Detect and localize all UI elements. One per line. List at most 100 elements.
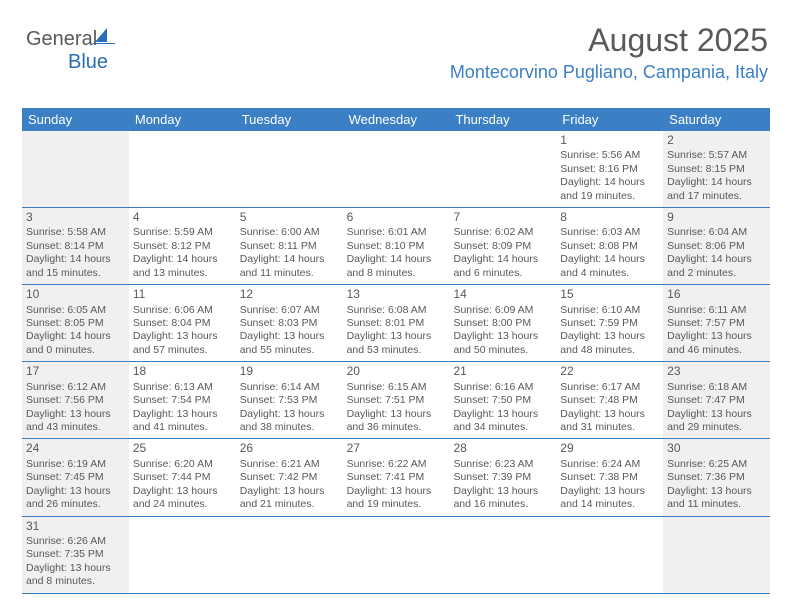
sunset-text: Sunset: 7:44 PM	[133, 471, 232, 484]
daylight-text: Daylight: 13 hours and 14 minutes.	[560, 485, 659, 512]
sunset-text: Sunset: 8:15 PM	[667, 163, 766, 176]
sunrise-text: Sunrise: 6:00 AM	[240, 226, 339, 239]
daylight-text: Daylight: 13 hours and 46 minutes.	[667, 330, 766, 357]
daylight-text: Daylight: 13 hours and 43 minutes.	[26, 408, 125, 435]
day-cell	[129, 517, 236, 593]
sunrise-text: Sunrise: 6:22 AM	[347, 458, 446, 471]
day-number: 19	[240, 364, 339, 379]
sunrise-text: Sunrise: 5:56 AM	[560, 149, 659, 162]
day-cell: 20 Sunrise: 6:15 AMSunset: 7:51 PMDayligh…	[343, 362, 450, 438]
day-cell	[343, 131, 450, 207]
sunrise-text: Sunrise: 6:15 AM	[347, 381, 446, 394]
day-number: 25	[133, 441, 232, 456]
daylight-text: Daylight: 13 hours and 19 minutes.	[347, 485, 446, 512]
day-cell	[343, 517, 450, 593]
sunset-text: Sunset: 7:51 PM	[347, 394, 446, 407]
day-number: 8	[560, 210, 659, 225]
day-cell: 27Sunrise: 6:22 AMSunset: 7:41 PMDayligh…	[343, 439, 450, 515]
day-cell: 25 Sunrise: 6:20 AMSunset: 7:44 PMDayligh…	[129, 439, 236, 515]
sunrise-text: Sunrise: 6:04 AM	[667, 226, 766, 239]
sunset-text: Sunset: 8:14 PM	[26, 240, 125, 253]
day-number: 10	[26, 287, 125, 302]
sunset-text: Sunset: 7:50 PM	[453, 394, 552, 407]
sunrise-text: Sunrise: 6:25 AM	[667, 458, 766, 471]
header-cell-friday: Friday	[556, 108, 663, 131]
header-cell-thursday: Thursday	[449, 108, 556, 131]
daylight-text: Daylight: 13 hours and 29 minutes.	[667, 408, 766, 435]
daylight-text: Daylight: 14 hours and 8 minutes.	[347, 253, 446, 280]
daylight-text: Daylight: 14 hours and 11 minutes.	[240, 253, 339, 280]
day-number: 20	[347, 364, 446, 379]
sunset-text: Sunset: 8:09 PM	[453, 240, 552, 253]
sunrise-text: Sunrise: 5:58 AM	[26, 226, 125, 239]
header-cell-monday: Monday	[129, 108, 236, 131]
daylight-text: Daylight: 13 hours and 24 minutes.	[133, 485, 232, 512]
sunrise-text: Sunrise: 6:16 AM	[453, 381, 552, 394]
day-cell: 5Sunrise: 6:00 AMSunset: 8:11 PMDaylight…	[236, 208, 343, 284]
sunrise-text: Sunrise: 5:57 AM	[667, 149, 766, 162]
page-title: August 2025	[588, 22, 768, 59]
day-cell: 6Sunrise: 6:01 AMSunset: 8:10 PMDaylight…	[343, 208, 450, 284]
day-cell: 4Sunrise: 5:59 AMSunset: 8:12 PMDaylight…	[129, 208, 236, 284]
day-cell: 17Sunrise: 6:12 AMSunset: 7:56 PMDayligh…	[22, 362, 129, 438]
sunset-text: Sunset: 7:38 PM	[560, 471, 659, 484]
daylight-text: Daylight: 14 hours and 0 minutes.	[26, 330, 125, 357]
day-cell: 11Sunrise: 6:06 AMSunset: 8:04 PMDayligh…	[129, 285, 236, 361]
calendar-grid: 1Sunrise: 5:56 AMSunset: 8:16 PMDaylight…	[22, 131, 770, 594]
day-cell: 1Sunrise: 5:56 AMSunset: 8:16 PMDaylight…	[556, 131, 663, 207]
day-number: 28	[453, 441, 552, 456]
day-cell: 16Sunrise: 6:11 AMSunset: 7:57 PMDayligh…	[663, 285, 770, 361]
day-number: 15	[560, 287, 659, 302]
daylight-text: Daylight: 13 hours and 36 minutes.	[347, 408, 446, 435]
day-cell	[236, 131, 343, 207]
sunrise-text: Sunrise: 6:03 AM	[560, 226, 659, 239]
day-number: 24	[26, 441, 125, 456]
daylight-text: Daylight: 14 hours and 2 minutes.	[667, 253, 766, 280]
sunrise-text: Sunrise: 6:19 AM	[26, 458, 125, 471]
sunrise-text: Sunrise: 6:21 AM	[240, 458, 339, 471]
sunrise-text: Sunrise: 6:01 AM	[347, 226, 446, 239]
day-cell: 28Sunrise: 6:23 AMSunset: 7:39 PMDayligh…	[449, 439, 556, 515]
day-cell: 19Sunrise: 6:14 AMSunset: 7:53 PMDayligh…	[236, 362, 343, 438]
day-cell	[236, 517, 343, 593]
sunset-text: Sunset: 7:56 PM	[26, 394, 125, 407]
daylight-text: Daylight: 13 hours and 41 minutes.	[133, 408, 232, 435]
day-number: 7	[453, 210, 552, 225]
day-number: 26	[240, 441, 339, 456]
day-cell	[449, 131, 556, 207]
sunset-text: Sunset: 8:00 PM	[453, 317, 552, 330]
day-cell: 29Sunrise: 6:24 AMSunset: 7:38 PMDayligh…	[556, 439, 663, 515]
daylight-text: Daylight: 13 hours and 26 minutes.	[26, 485, 125, 512]
daylight-text: Daylight: 13 hours and 53 minutes.	[347, 330, 446, 357]
sunset-text: Sunset: 7:41 PM	[347, 471, 446, 484]
sunrise-text: Sunrise: 6:20 AM	[133, 458, 232, 471]
day-number: 4	[133, 210, 232, 225]
day-number: 22	[560, 364, 659, 379]
day-number: 6	[347, 210, 446, 225]
sunset-text: Sunset: 8:10 PM	[347, 240, 446, 253]
daylight-text: Daylight: 14 hours and 17 minutes.	[667, 176, 766, 203]
sunset-text: Sunset: 7:35 PM	[26, 548, 125, 561]
sunrise-text: Sunrise: 6:02 AM	[453, 226, 552, 239]
sunrise-text: Sunrise: 6:13 AM	[133, 381, 232, 394]
day-number: 30	[667, 441, 766, 456]
day-cell	[663, 517, 770, 593]
week-row: 31Sunrise: 6:26 AMSunset: 7:35 PMDayligh…	[22, 517, 770, 594]
daylight-text: Daylight: 13 hours and 34 minutes.	[453, 408, 552, 435]
sunset-text: Sunset: 8:11 PM	[240, 240, 339, 253]
sunset-text: Sunset: 8:01 PM	[347, 317, 446, 330]
week-row: 3Sunrise: 5:58 AMSunset: 8:14 PMDaylight…	[22, 208, 770, 285]
daylight-text: Daylight: 13 hours and 21 minutes.	[240, 485, 339, 512]
sunrise-text: Sunrise: 6:26 AM	[26, 535, 125, 548]
day-number: 21	[453, 364, 552, 379]
logo: General Blue	[26, 28, 115, 74]
sunset-text: Sunset: 8:08 PM	[560, 240, 659, 253]
daylight-text: Daylight: 14 hours and 15 minutes.	[26, 253, 125, 280]
logo-sail-icon	[93, 28, 115, 44]
sunrise-text: Sunrise: 6:14 AM	[240, 381, 339, 394]
daylight-text: Daylight: 13 hours and 31 minutes.	[560, 408, 659, 435]
day-number: 2	[667, 133, 766, 148]
day-number: 31	[26, 519, 125, 534]
day-cell: 21 Sunrise: 6:16 AMSunset: 7:50 PMDayligh…	[449, 362, 556, 438]
day-cell: 15Sunrise: 6:10 AMSunset: 7:59 PMDayligh…	[556, 285, 663, 361]
